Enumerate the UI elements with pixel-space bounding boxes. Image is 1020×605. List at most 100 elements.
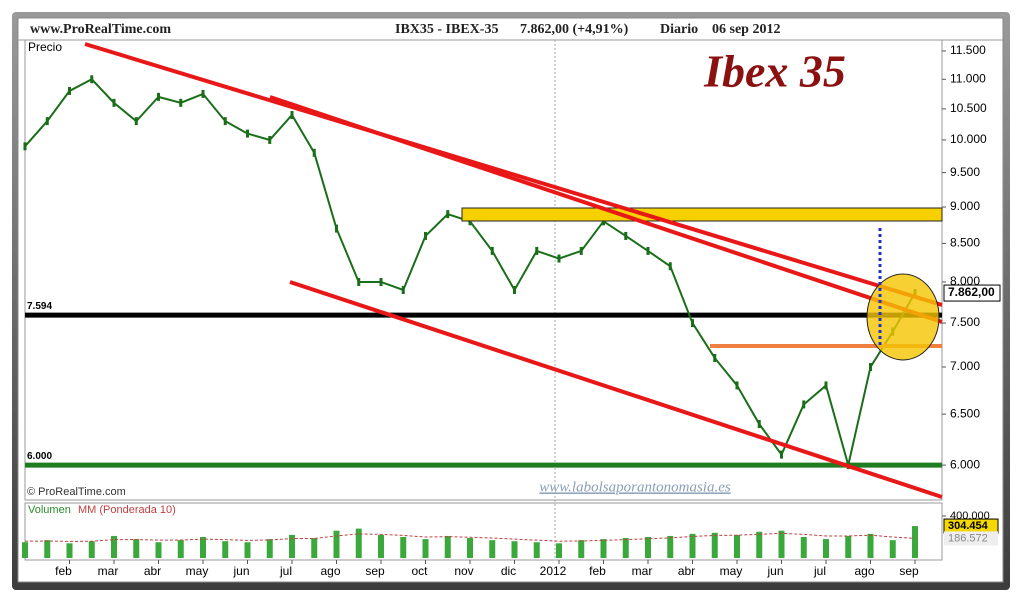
volume-bar — [800, 537, 807, 558]
volume-bar — [133, 539, 140, 558]
x-tick-label: abr — [144, 564, 161, 578]
volume-bar — [600, 539, 607, 558]
period: Diario — [660, 22, 698, 37]
highlight — [866, 273, 940, 361]
plot: 6.0006.5007.0007.5008.0008.5009.0009.500… — [22, 43, 1001, 578]
price-bar — [535, 246, 539, 255]
price-bar — [134, 117, 138, 126]
price-bar — [312, 148, 316, 157]
y-label: Precio — [28, 40, 62, 54]
x-tick-label: sep — [365, 564, 385, 578]
price-bar — [869, 362, 872, 371]
site: www.ProRealTime.com — [30, 22, 171, 37]
volume-bar — [200, 537, 206, 558]
volume-bar — [689, 533, 696, 558]
price-bar — [668, 262, 672, 271]
trendline — [269, 95, 943, 324]
y-tick-label: 6.500 — [950, 406, 980, 420]
price-bar — [112, 98, 116, 107]
x-tick-label: jul — [813, 564, 826, 578]
price-bar — [557, 254, 561, 263]
volume-bar — [556, 543, 562, 558]
price-bar — [446, 210, 450, 219]
volume-bar — [622, 538, 629, 558]
x-tick-label: 2012 — [540, 564, 567, 578]
x-tick-label: nov — [454, 564, 473, 578]
volume-bar — [711, 532, 718, 558]
x-tick-label: ago — [320, 564, 340, 578]
volume-bar — [177, 540, 184, 558]
volume-bar — [333, 530, 340, 558]
chart-title: Ibex 35 — [703, 46, 846, 97]
price-bar — [357, 277, 361, 286]
volume-bar — [823, 539, 829, 558]
trendline — [289, 280, 943, 499]
last-value-label: 7.862,00 — [948, 285, 995, 299]
volume-bar — [845, 535, 852, 558]
y-tick-label: 11.500 — [950, 43, 986, 57]
price-bar — [757, 420, 761, 429]
x-tick-label: jun — [766, 564, 783, 578]
price-bar — [335, 224, 338, 233]
price-bar — [68, 86, 71, 95]
price-bar — [246, 129, 249, 138]
level-label: 6.000 — [27, 451, 52, 462]
volume-bar — [355, 528, 362, 558]
legend-entry: MM (Ponderada 10) — [78, 504, 176, 516]
x-tick-label: ago — [854, 564, 874, 578]
volume-bar — [667, 535, 674, 558]
volume-bar — [778, 530, 785, 558]
price-bar — [424, 231, 427, 240]
price-bar — [802, 400, 806, 409]
price-bar — [45, 117, 49, 126]
price-bar — [646, 246, 650, 255]
x-tick-label: feb — [55, 564, 72, 578]
price-bar — [157, 92, 160, 101]
volume-bar — [444, 535, 451, 558]
price-bar — [713, 353, 717, 362]
price-bar — [780, 450, 783, 459]
price-bar — [268, 135, 272, 144]
volume-bar — [734, 534, 740, 558]
copyright: © ProRealTime.com — [27, 486, 126, 498]
volume-bar — [756, 531, 763, 558]
x-tick-label: may — [186, 564, 209, 578]
price-bar — [290, 110, 294, 119]
legend-entry: Volumen — [28, 504, 71, 516]
price-bar — [513, 285, 516, 294]
volume-bar — [467, 538, 473, 558]
price-bar — [179, 98, 183, 107]
volume-bar — [378, 534, 384, 558]
x-tick-label: may — [720, 564, 743, 578]
volume-bar — [266, 539, 273, 558]
volume-bar — [44, 540, 51, 558]
y-tick-label: 11.000 — [950, 71, 986, 85]
volume-bar — [912, 526, 918, 558]
price-panel — [24, 39, 943, 501]
volume-bar — [578, 540, 585, 558]
x-tick-label: abr — [678, 564, 695, 578]
volume-bar — [489, 540, 496, 558]
price-bar — [401, 285, 405, 294]
y-tick-label: 9.000 — [950, 199, 980, 213]
y-tick-label: 10.000 — [950, 132, 987, 146]
x-tick-label: jul — [279, 564, 292, 578]
volume-bar — [511, 541, 518, 558]
x-tick-label: mar — [632, 564, 653, 578]
x-tick-label: feb — [589, 564, 606, 578]
volume-bar — [289, 534, 295, 558]
volume-bar — [22, 542, 28, 558]
y-tick-label: 7.500 — [950, 315, 980, 329]
volume-bar — [533, 542, 540, 558]
last-value-box — [944, 531, 998, 546]
x-tick-label: dic — [501, 564, 516, 578]
price-bar — [379, 277, 383, 286]
price-bar — [691, 319, 694, 328]
last-value-label: 304.454 — [948, 520, 989, 532]
volume-bar — [155, 542, 162, 558]
x-tick-label: sep — [899, 564, 919, 578]
price-bar — [23, 142, 27, 151]
volume-bar — [244, 542, 251, 558]
trendline — [84, 42, 943, 307]
volume-bar — [400, 537, 407, 558]
